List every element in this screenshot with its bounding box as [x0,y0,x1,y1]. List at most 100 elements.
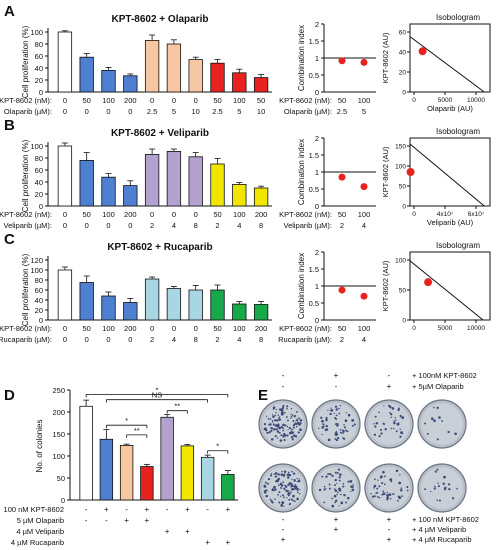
colony [274,424,277,427]
colony [276,430,280,433]
ci-row2-title: Veliparib (µM): [283,221,332,230]
colony [288,473,292,477]
colony [274,488,277,491]
colony [378,411,380,414]
colony [395,469,399,473]
colony [292,499,295,502]
colony [335,408,338,411]
colony [292,431,295,434]
colony [327,438,331,442]
bar [101,176,116,207]
plate-well [421,403,463,445]
colony [431,418,434,421]
colony [343,494,346,497]
y-tick-label: 0 [39,202,43,211]
colony [263,422,267,426]
colony [291,414,294,417]
colony [279,408,282,411]
colony [338,469,340,471]
colony [339,404,342,407]
colony [280,487,282,489]
x-row2-label: 2.5 [147,107,157,116]
iso-y-label: KPT-8602 (AU) [381,146,390,197]
treatment-label: 5 µM Olaparib [17,516,64,525]
colony [288,482,292,485]
iso-y-tick-label: 100 [395,258,406,265]
colony [342,482,345,485]
colony [395,419,397,422]
treatment-mark: - [105,516,108,525]
treatment-mark: - [166,505,169,514]
x-row1-label: 50 [213,96,221,105]
colony [329,409,331,412]
colony [384,428,387,431]
colony [278,417,280,420]
x-row2-label: 4 [172,335,176,344]
colony [346,496,350,500]
colony [274,472,278,475]
bar [188,59,203,93]
plate-condition-label: + 5µM Olaparib [412,382,464,391]
colony [263,484,266,487]
colony [401,416,405,419]
colony [283,496,285,499]
chart-title: KPT-8602 + Rucaparib [107,242,212,253]
x-row1-label: 0 [172,96,176,105]
colony [284,485,288,488]
colony [268,431,271,434]
ci-y-tick-label: 0.5 [309,299,319,308]
colony [438,499,441,502]
plate-mark: - [282,371,285,380]
bar [123,302,138,321]
x-row1-label: 100 [233,96,246,105]
colony [341,432,344,434]
colony [430,490,432,493]
colony [284,435,286,437]
colony [271,501,274,504]
colony [436,468,439,471]
plate-condition-label: + 4 µM Rucaparib [412,535,472,544]
plate-mark: - [335,382,338,391]
colony [274,414,276,417]
ci-y-tick-label: 0 [315,88,319,97]
treatment-label: 4 µM Veliparib [16,527,64,536]
bar [79,56,94,93]
colony [265,495,268,498]
x-row1-label: 200 [255,324,268,333]
colony [329,412,332,416]
colony [436,406,439,410]
colony [282,406,285,409]
colony [391,407,395,410]
colony [280,426,283,428]
colony [291,487,294,491]
colony [276,437,279,439]
colony [293,479,296,482]
colony [322,425,325,428]
plate-mark: + [334,525,339,534]
colony [291,438,294,441]
x-row2-label: 10 [192,107,200,116]
ci-row2-label: 2 [340,221,344,230]
bar [166,43,182,93]
ci-y-tick-label: 2 [315,134,319,143]
bar [119,445,134,501]
colony [271,421,274,423]
y-tick-label: 60 [35,52,43,61]
colony [278,416,281,418]
chart-title: KPT-8602 + Veliparib [111,128,209,139]
colony [378,496,381,499]
colony [290,498,293,501]
iso-y-tick-label: 60 [399,30,407,37]
colony [296,418,298,421]
colony [286,497,288,499]
colony [330,409,334,412]
y-tick-label: 40 [35,178,43,187]
colony [390,427,392,430]
colony [267,417,270,420]
colony [383,405,385,407]
colony [321,433,323,436]
colony [273,473,276,475]
y-tick-label: 150 [52,430,65,439]
colony [324,428,328,432]
